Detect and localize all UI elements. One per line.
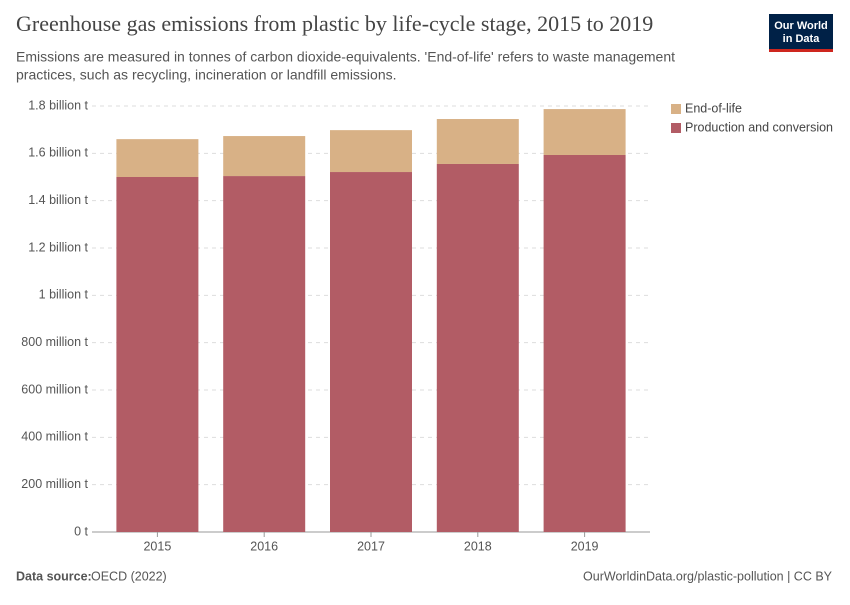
legend-swatch (671, 123, 681, 133)
bar (116, 177, 199, 532)
y-tick-label: 1 billion t (39, 288, 89, 302)
x-tick-label: 2017 (357, 539, 385, 553)
bar (223, 136, 306, 177)
bar (436, 119, 519, 164)
y-tick-label: 1.8 billion t (28, 98, 88, 112)
x-tick-label: 2016 (250, 539, 278, 553)
logo-box (769, 14, 833, 52)
bar (223, 176, 306, 532)
bar (116, 139, 199, 177)
bar (330, 172, 412, 532)
bar (330, 130, 412, 173)
source-label: Data source: (16, 569, 92, 583)
y-tick-label: 1.2 billion t (28, 240, 88, 254)
source: OECD (2022) (91, 569, 167, 583)
y-tick-label: 1.6 billion t (28, 146, 88, 160)
x-tick-label: 2018 (464, 539, 492, 553)
y-tick-label: 200 million t (21, 477, 88, 491)
chart-title: Greenhouse gas emissions from plastic by… (16, 11, 653, 36)
legend-label: Production and conversion (685, 120, 833, 134)
x-tick-label: 2019 (571, 539, 599, 553)
subtitle: Emissions are measured in tonnes of carb… (16, 49, 675, 65)
subtitle: practices, such as recycling, incinerati… (16, 67, 397, 83)
legend-label: End-of-life (685, 101, 742, 115)
bar (543, 154, 626, 533)
x-tick-label: 2015 (143, 539, 171, 553)
y-tick-label: 1.4 billion t (28, 193, 88, 207)
logo-text: Our World (774, 20, 828, 32)
y-tick-label: 0 t (74, 524, 88, 538)
logo-text: in Data (783, 33, 821, 45)
bar (543, 109, 626, 155)
bar (436, 163, 519, 532)
y-tick-label: 400 million t (21, 430, 88, 444)
url: OurWorldinData.org/plastic-pollution | C… (583, 569, 833, 583)
logo-bar (769, 49, 833, 52)
y-tick-label: 600 million t (21, 382, 88, 396)
legend-swatch (671, 104, 681, 114)
y-tick-label: 800 million t (21, 335, 88, 349)
